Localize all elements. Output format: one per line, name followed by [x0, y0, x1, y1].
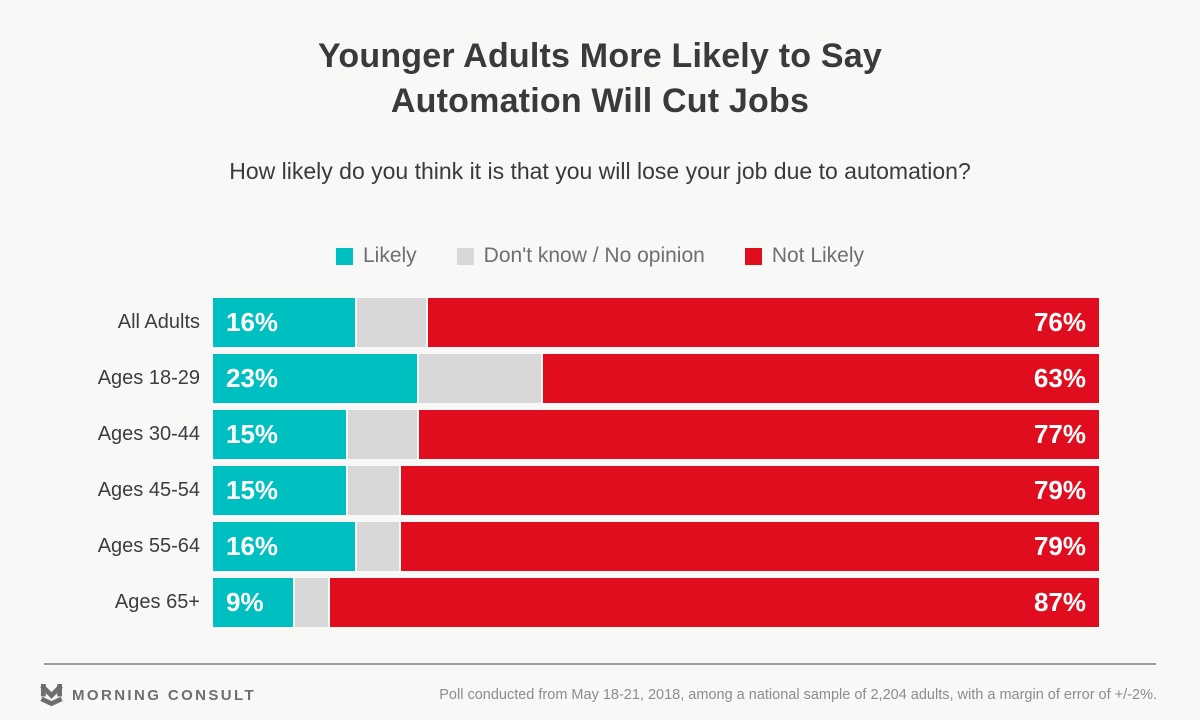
- bar-segment-not-likely: 63%: [540, 354, 1099, 403]
- bar-segment-likely: 16%: [213, 522, 355, 571]
- legend-label: Not Likely: [771, 244, 865, 267]
- bar-value-label: 15%: [226, 475, 279, 505]
- bar-segment-not-likely: 77%: [416, 410, 1099, 459]
- legend-label: Likely: [362, 244, 417, 267]
- bar-segment-not-likely: 79%: [399, 466, 1099, 515]
- morning-consult-logo-icon: [40, 683, 63, 706]
- bar-segment-likely: 16%: [213, 298, 355, 347]
- bar-segment-dont-know: [345, 410, 417, 459]
- bar-value-label: 16%: [226, 531, 279, 561]
- bar-value-label: 63%: [1033, 363, 1086, 393]
- legend-label: Don't know / No opinion: [483, 244, 705, 267]
- bar-value-label: 87%: [1033, 587, 1086, 617]
- bar-segment-likely: 9%: [213, 578, 293, 627]
- chart-legend: Likely Don't know / No opinion Not Likel…: [0, 244, 1200, 268]
- bar-track: 9% 87%: [213, 578, 1099, 627]
- legend-item-likely: Likely: [335, 244, 417, 268]
- category-label: Ages 45-54: [97, 479, 200, 501]
- bar-segment-likely: 15%: [213, 410, 346, 459]
- bar-value-label: 23%: [226, 363, 279, 393]
- category-label: Ages 65+: [114, 591, 200, 613]
- not-likely-swatch-icon: [744, 247, 762, 265]
- dont-know-swatch-icon: [456, 247, 474, 265]
- footer-note: Poll conducted from May 18-21, 2018, amo…: [439, 687, 1157, 703]
- brand-logo: MORNING CONSULT: [40, 683, 257, 707]
- bar-value-label: 77%: [1033, 419, 1086, 449]
- bar-segment-likely: 23%: [213, 354, 417, 403]
- chart-title: Younger Adults More Likely to Say Automa…: [318, 37, 882, 120]
- bar-segment-not-likely: 87%: [328, 578, 1099, 627]
- bar-value-label: 76%: [1033, 307, 1086, 337]
- category-label: Ages 18-29: [97, 367, 200, 389]
- bar-track: 15% 79%: [213, 466, 1099, 515]
- bar-value-label: 79%: [1033, 531, 1086, 561]
- bar-value-label: 9%: [226, 587, 264, 617]
- bar-segment-dont-know: [354, 522, 400, 571]
- bar-segment-not-likely: 76%: [425, 298, 1099, 347]
- likely-swatch-icon: [335, 247, 353, 265]
- bar-segment-likely: 15%: [213, 466, 346, 515]
- chart-row: Ages 45-54 15% 79%: [0, 466, 1099, 515]
- bar-segment-dont-know: [416, 354, 541, 403]
- bar-track: 16% 79%: [213, 522, 1099, 571]
- category-label: All Adults: [117, 311, 200, 333]
- category-label: Ages 55-64: [97, 535, 200, 557]
- chart-row: Ages 30-44 15% 77%: [0, 410, 1099, 459]
- footer-divider: [44, 663, 1156, 665]
- chart-row: All Adults 16% 76%: [0, 298, 1099, 347]
- brand-name: MORNING CONSULT: [72, 686, 257, 704]
- chart-row: Ages 65+ 9% 87%: [0, 578, 1099, 627]
- bar-track: 15% 77%: [213, 410, 1099, 459]
- chart-row: Ages 55-64 16% 79%: [0, 522, 1099, 571]
- bar-value-label: 15%: [226, 419, 279, 449]
- bar-segment-dont-know: [345, 466, 400, 515]
- legend-item-not-likely: Not Likely: [744, 244, 865, 268]
- stacked-bar-chart: All Adults 16% 76% Ages 18-29 23% 63% Ages 30-…: [0, 298, 1099, 634]
- bar-value-label: 79%: [1033, 475, 1086, 505]
- footer: MORNING CONSULT Poll conducted from May …: [40, 678, 1157, 712]
- chart-subtitle: How likely do you think it is that you w…: [229, 158, 971, 184]
- bar-track: 16% 76%: [213, 298, 1099, 347]
- bar-segment-dont-know: [292, 578, 329, 627]
- bar-track: 23% 63%: [213, 354, 1099, 403]
- bar-segment-dont-know: [354, 298, 426, 347]
- chart-row: Ages 18-29 23% 63%: [0, 354, 1099, 403]
- legend-item-dont-know: Don't know / No opinion: [456, 244, 705, 268]
- category-label: Ages 30-44: [97, 423, 200, 445]
- bar-value-label: 16%: [226, 307, 279, 337]
- bar-segment-not-likely: 79%: [399, 522, 1099, 571]
